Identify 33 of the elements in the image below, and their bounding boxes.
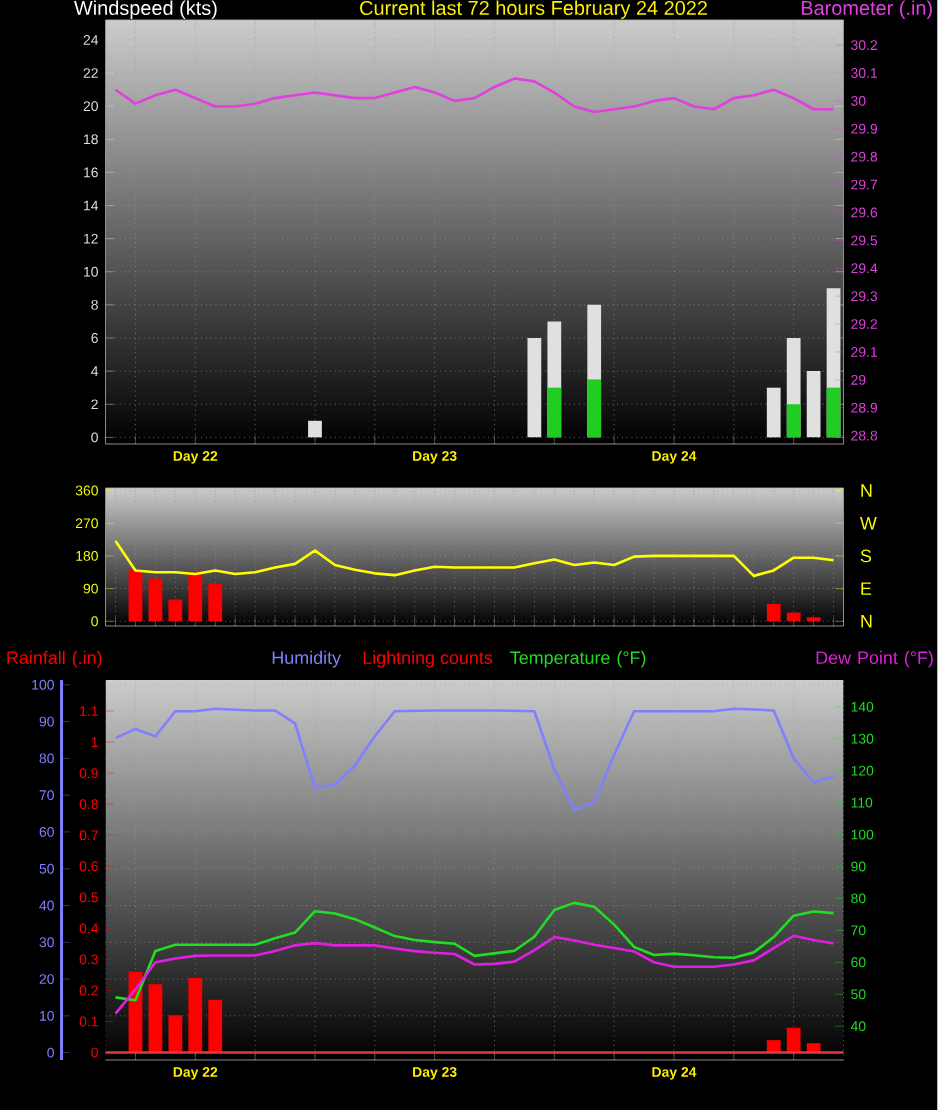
y-axis-title: Windspeed (kts)	[74, 0, 217, 19]
bar	[547, 387, 562, 438]
chart-title: Current last 72 hours February 24 2022	[360, 0, 708, 19]
bar	[148, 984, 163, 1053]
y2-axis-title: Barometer (.in)	[802, 0, 933, 19]
bar	[188, 572, 203, 622]
bar	[527, 337, 542, 438]
text: Dew Point (°F)	[816, 650, 934, 668]
bar	[587, 379, 602, 438]
bar	[786, 612, 801, 622]
bar	[767, 603, 781, 622]
text: W	[860, 517, 878, 530]
text: Temperature (°F)	[510, 650, 646, 668]
bar	[806, 371, 821, 438]
bar	[767, 387, 781, 438]
bar	[786, 404, 801, 438]
text: N	[861, 615, 872, 628]
bar	[148, 578, 163, 622]
bar	[168, 1015, 183, 1053]
bar	[786, 1027, 801, 1053]
text: Humidity	[272, 650, 342, 668]
text: Lightning counts	[363, 650, 493, 668]
bar	[208, 583, 223, 622]
bar	[188, 978, 203, 1053]
bar	[308, 420, 323, 438]
bar	[208, 999, 223, 1053]
bar	[168, 599, 183, 622]
text: Rainfall (.in)	[7, 650, 102, 668]
bar	[128, 570, 143, 622]
text: S	[860, 549, 872, 563]
text: N	[861, 484, 872, 497]
text: E	[861, 582, 872, 595]
bar	[826, 387, 841, 438]
